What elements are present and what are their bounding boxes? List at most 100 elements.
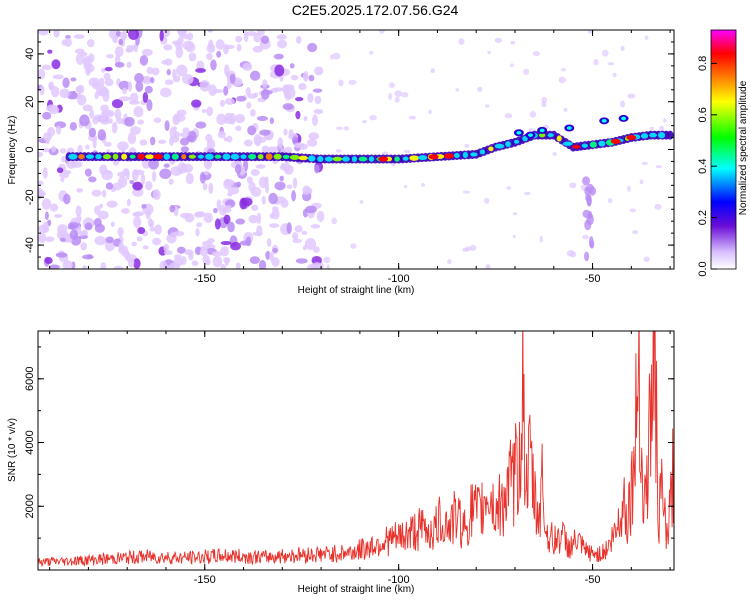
- ridge-core: [649, 132, 657, 138]
- noise-speckle: [586, 213, 594, 226]
- noise-speckle: [224, 44, 235, 49]
- noise-speckle: [286, 222, 292, 235]
- ridge-core: [324, 156, 333, 162]
- noise-speckle: [224, 179, 235, 187]
- noise-speckle: [275, 196, 287, 204]
- noise-speckle: [196, 222, 202, 228]
- noise-speckle: [38, 232, 47, 243]
- noise-speckle: [202, 254, 210, 265]
- noise-speckle: [593, 58, 599, 66]
- snr-series-line: [38, 331, 674, 568]
- y-tick-label: 40: [24, 48, 36, 60]
- noise-speckle: [49, 264, 61, 269]
- y-tick-label: -20: [24, 189, 36, 205]
- noise-speckle: [391, 162, 396, 167]
- noise-speckle: [105, 182, 114, 190]
- noise-speckle: [295, 258, 308, 264]
- noise-speckle: [150, 136, 156, 146]
- noise-speckle: [477, 86, 483, 93]
- noise-speckle: [252, 45, 264, 53]
- noise-speckle: [649, 126, 655, 130]
- noise-speckle: [291, 232, 299, 240]
- noise-speckle: [117, 176, 128, 188]
- noise-speckle: [164, 120, 170, 132]
- y-tick-label: 4000: [24, 430, 36, 454]
- noise-speckle: [265, 250, 271, 260]
- branch-core: [566, 126, 572, 130]
- noise-speckle: [129, 179, 135, 185]
- noise-speckle: [50, 86, 60, 98]
- noise-speckle: [83, 58, 89, 70]
- noise-speckle: [276, 34, 287, 40]
- noise-speckle: [279, 175, 284, 182]
- noise-speckle: [59, 172, 70, 179]
- noise-speckle: [303, 116, 308, 122]
- noise-speckle: [524, 191, 531, 196]
- noise-speckle: [582, 176, 591, 186]
- noise-speckle: [504, 113, 513, 119]
- noise-speckle: [236, 181, 242, 188]
- noise-speckle: [44, 211, 49, 220]
- noise-speckle: [216, 50, 222, 58]
- noise-speckle: [394, 96, 400, 103]
- noise-speckle: [311, 262, 323, 269]
- noise-speckle: [153, 117, 162, 123]
- noise-speckle: [164, 79, 174, 85]
- noise-speckle: [659, 125, 665, 132]
- noise-speckle: [42, 221, 49, 233]
- noise-speckle: [52, 74, 64, 80]
- ridge-core: [265, 153, 273, 160]
- noise-speckle: [639, 179, 644, 185]
- noise-speckle: [62, 260, 73, 269]
- snr-ticks: -150 -100 -50 2000 4000 6000: [24, 331, 674, 586]
- noise-speckle: [51, 59, 61, 70]
- noise-speckle: [298, 83, 307, 91]
- noise-speckle: [114, 61, 125, 68]
- noise-speckle: [250, 169, 260, 177]
- noise-speckle: [261, 145, 270, 154]
- noise-speckle: [63, 193, 71, 205]
- noise-speckle: [245, 236, 252, 247]
- ridge-core: [121, 153, 128, 160]
- noise-speckle: [224, 258, 230, 266]
- noise-speckle: [236, 95, 246, 102]
- noise-speckle: [180, 146, 190, 153]
- ridge-core: [197, 154, 205, 159]
- noise-speckle: [348, 79, 357, 85]
- noise-speckle: [134, 73, 144, 83]
- noise-speckle: [44, 257, 53, 264]
- noise-speckle: [563, 107, 568, 112]
- noise-speckle: [552, 152, 557, 156]
- noise-speckle: [274, 181, 286, 191]
- noise-speckle: [226, 135, 233, 143]
- ridge-core: [205, 153, 214, 160]
- noise-speckle: [512, 212, 518, 216]
- noise-speckle: [176, 246, 186, 254]
- noise-speckle: [221, 207, 232, 213]
- noise-speckle: [632, 229, 639, 235]
- noise-speckle: [163, 163, 170, 168]
- colorbar-tick-label: 0.4: [697, 159, 709, 174]
- noise-speckle: [101, 189, 107, 198]
- noise-speckle: [69, 229, 79, 240]
- noise-speckle: [131, 241, 137, 247]
- snr-frame: [37, 330, 675, 571]
- ridge-hotspot: [610, 138, 621, 144]
- noise-speckle: [212, 255, 223, 268]
- noise-speckle: [295, 110, 301, 120]
- noise-speckle: [88, 77, 100, 87]
- noise-speckle: [235, 218, 246, 225]
- noise-speckle: [160, 87, 172, 98]
- noise-speckle: [277, 137, 284, 149]
- noise-speckle: [269, 223, 280, 228]
- noise-speckle: [259, 129, 271, 136]
- noise-speckle: [176, 30, 188, 36]
- noise-speckle: [211, 251, 223, 257]
- branch-core: [539, 128, 545, 133]
- noise-speckle: [199, 79, 211, 92]
- noise-speckle: [249, 109, 256, 117]
- noise-speckle: [253, 134, 262, 146]
- noise-speckle: [94, 236, 107, 246]
- noise-speckle: [61, 156, 66, 163]
- noise-speckle: [122, 87, 127, 95]
